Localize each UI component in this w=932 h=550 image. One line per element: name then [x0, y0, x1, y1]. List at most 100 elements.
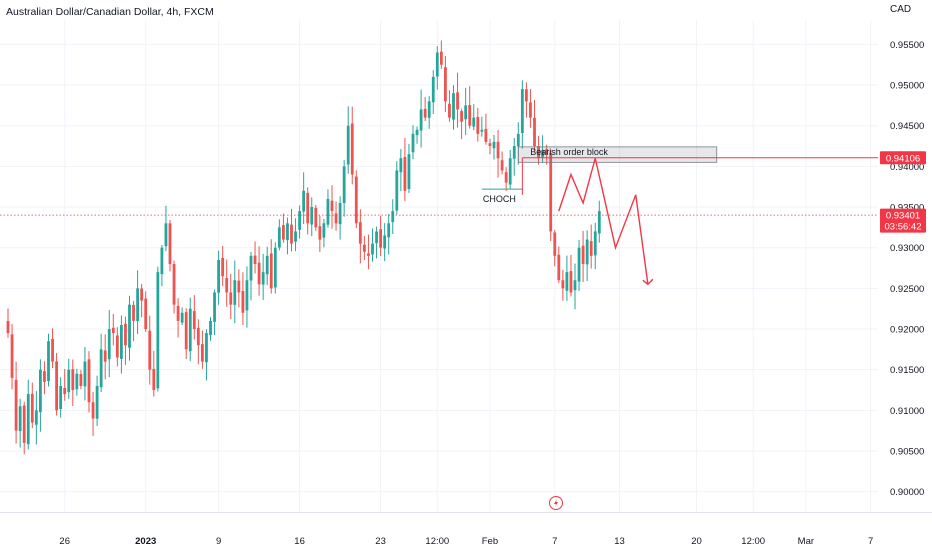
candle-body [573, 280, 577, 291]
time-tick-label: 7 [552, 536, 557, 547]
candle-body [448, 103, 451, 118]
projection-arrowhead [642, 278, 654, 286]
candle-body [314, 207, 318, 228]
candle-body [294, 231, 297, 242]
price-axis[interactable]: 0.95500 0.95000 0.94500 0.94000 0.93500 0.930… [890, 40, 924, 498]
candle-body [508, 158, 512, 185]
candle-body [346, 125, 350, 165]
candle-body [253, 255, 257, 264]
candle-body [39, 369, 42, 413]
candle-body [541, 150, 544, 157]
drawings: Bearish order block CHOCH [0, 146, 878, 286]
candle-body [318, 226, 322, 240]
candle-body [55, 361, 58, 411]
candle-body [371, 243, 374, 255]
candle-body [585, 239, 589, 265]
price-tick-label: 0.92500 [890, 284, 924, 295]
candle-body [249, 255, 253, 281]
candle-body [79, 373, 83, 386]
candle-body [233, 280, 237, 305]
candle-body [34, 410, 38, 425]
time-tick-label: 16 [294, 536, 305, 547]
candle-body [411, 133, 415, 153]
candle-body [383, 235, 387, 249]
candle-body [140, 288, 144, 301]
candle-body [597, 211, 601, 234]
misc [549, 496, 563, 510]
candle-body [136, 288, 139, 322]
candle-body [180, 312, 184, 323]
candle-body [415, 129, 419, 136]
candle-body [358, 222, 362, 244]
lightning-icon [549, 496, 563, 510]
candle-body [549, 152, 553, 232]
candle-body [403, 157, 407, 191]
candle-body [525, 89, 528, 102]
candle-body [59, 385, 63, 410]
candle-body [302, 190, 306, 212]
candle-body [330, 200, 334, 212]
candle-body [565, 272, 569, 291]
price-tag-box [880, 151, 926, 165]
candle-body [91, 402, 95, 419]
candle-body [120, 324, 123, 359]
candle-body [95, 385, 99, 419]
candle-body [367, 253, 370, 256]
time-tick-label: Feb [482, 536, 498, 547]
candle-body [83, 361, 87, 387]
price-tick-label: 0.92000 [890, 325, 924, 336]
time-tick-label: 13 [614, 536, 625, 547]
candle-body [205, 333, 208, 363]
candle-body [407, 154, 411, 190]
candle-body [245, 280, 249, 311]
candle-body [310, 207, 314, 225]
candle-body [14, 379, 18, 431]
candle-body [43, 371, 46, 382]
candle-body [221, 257, 225, 277]
candle-body [132, 304, 135, 321]
candle-body [103, 350, 107, 362]
candle-body [472, 117, 476, 127]
order-block-label: Bearish order block [530, 147, 608, 157]
candle-body [529, 102, 532, 118]
candle-body [387, 223, 391, 238]
candle-body [10, 334, 14, 378]
candle-body [452, 93, 455, 120]
price-tick-label: 0.90000 [890, 487, 924, 498]
candle-body [468, 105, 472, 126]
time-tick-label: 7 [868, 536, 873, 547]
candle-body [107, 329, 111, 360]
candle-body [115, 335, 119, 358]
price-tick-label: 0.94500 [890, 121, 924, 132]
candle-body [423, 108, 427, 118]
candle-body [431, 76, 435, 103]
candle-body [144, 298, 148, 330]
time-axis[interactable]: 26 2023 9 16 23 12:00 Feb 7 13 20 12:00 Mar 7 [59, 536, 873, 547]
candle-body [209, 320, 212, 336]
candle-body [298, 211, 301, 230]
candle-body [419, 109, 423, 131]
candle-body [71, 369, 75, 391]
candle-body [391, 211, 395, 223]
candle-body [148, 330, 152, 370]
candle-body [399, 158, 403, 173]
time-tick-label: 2023 [135, 536, 156, 547]
candle-body [395, 170, 399, 211]
candle-body [164, 223, 168, 247]
candle-body [282, 225, 285, 240]
order-block-box [517, 146, 718, 163]
candle-body [26, 394, 30, 445]
candle-body [75, 373, 79, 390]
price-tick-label: 0.91500 [890, 365, 924, 376]
candle-body [350, 123, 354, 175]
candle-body [464, 105, 468, 120]
candle-body [512, 146, 516, 159]
candle-body [569, 271, 573, 293]
chart-title: Australian Dollar/Canadian Dollar, 4h, F… [6, 6, 214, 18]
candle-body [67, 369, 71, 393]
candle-body [160, 247, 164, 275]
price-tag-value: 0.93401 [886, 211, 920, 222]
choch-label: CHOCH [483, 194, 516, 204]
candle-body [545, 149, 549, 155]
